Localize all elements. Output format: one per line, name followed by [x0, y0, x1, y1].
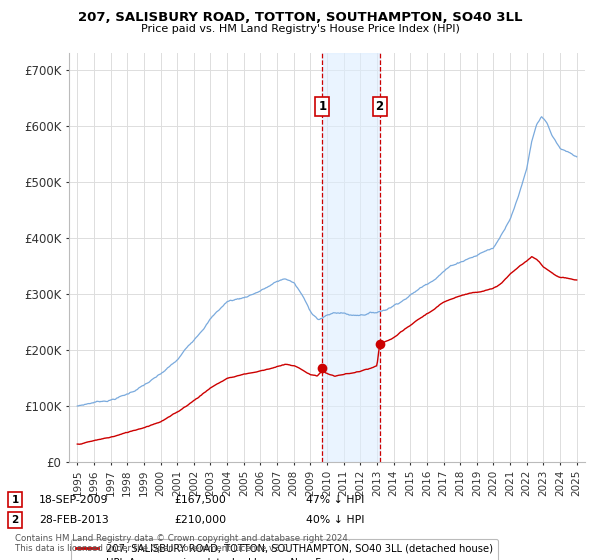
- Text: 28-FEB-2013: 28-FEB-2013: [39, 515, 109, 525]
- Text: 207, SALISBURY ROAD, TOTTON, SOUTHAMPTON, SO40 3LL: 207, SALISBURY ROAD, TOTTON, SOUTHAMPTON…: [78, 11, 522, 24]
- Text: 47% ↓ HPI: 47% ↓ HPI: [306, 494, 364, 505]
- Text: Price paid vs. HM Land Registry's House Price Index (HPI): Price paid vs. HM Land Registry's House …: [140, 24, 460, 34]
- Legend: 207, SALISBURY ROAD, TOTTON, SOUTHAMPTON, SO40 3LL (detached house), HPI: Averag: 207, SALISBURY ROAD, TOTTON, SOUTHAMPTON…: [71, 539, 499, 560]
- Text: £210,000: £210,000: [174, 515, 226, 525]
- Text: £167,500: £167,500: [174, 494, 226, 505]
- Text: 40% ↓ HPI: 40% ↓ HPI: [306, 515, 365, 525]
- Text: 1: 1: [11, 494, 19, 505]
- Text: 2: 2: [11, 515, 19, 525]
- Text: Contains HM Land Registry data © Crown copyright and database right 2024.
This d: Contains HM Land Registry data © Crown c…: [15, 534, 350, 553]
- Text: 2: 2: [376, 100, 383, 113]
- Text: 1: 1: [318, 100, 326, 113]
- Bar: [322, 53, 380, 462]
- Text: 18-SEP-2009: 18-SEP-2009: [39, 494, 109, 505]
